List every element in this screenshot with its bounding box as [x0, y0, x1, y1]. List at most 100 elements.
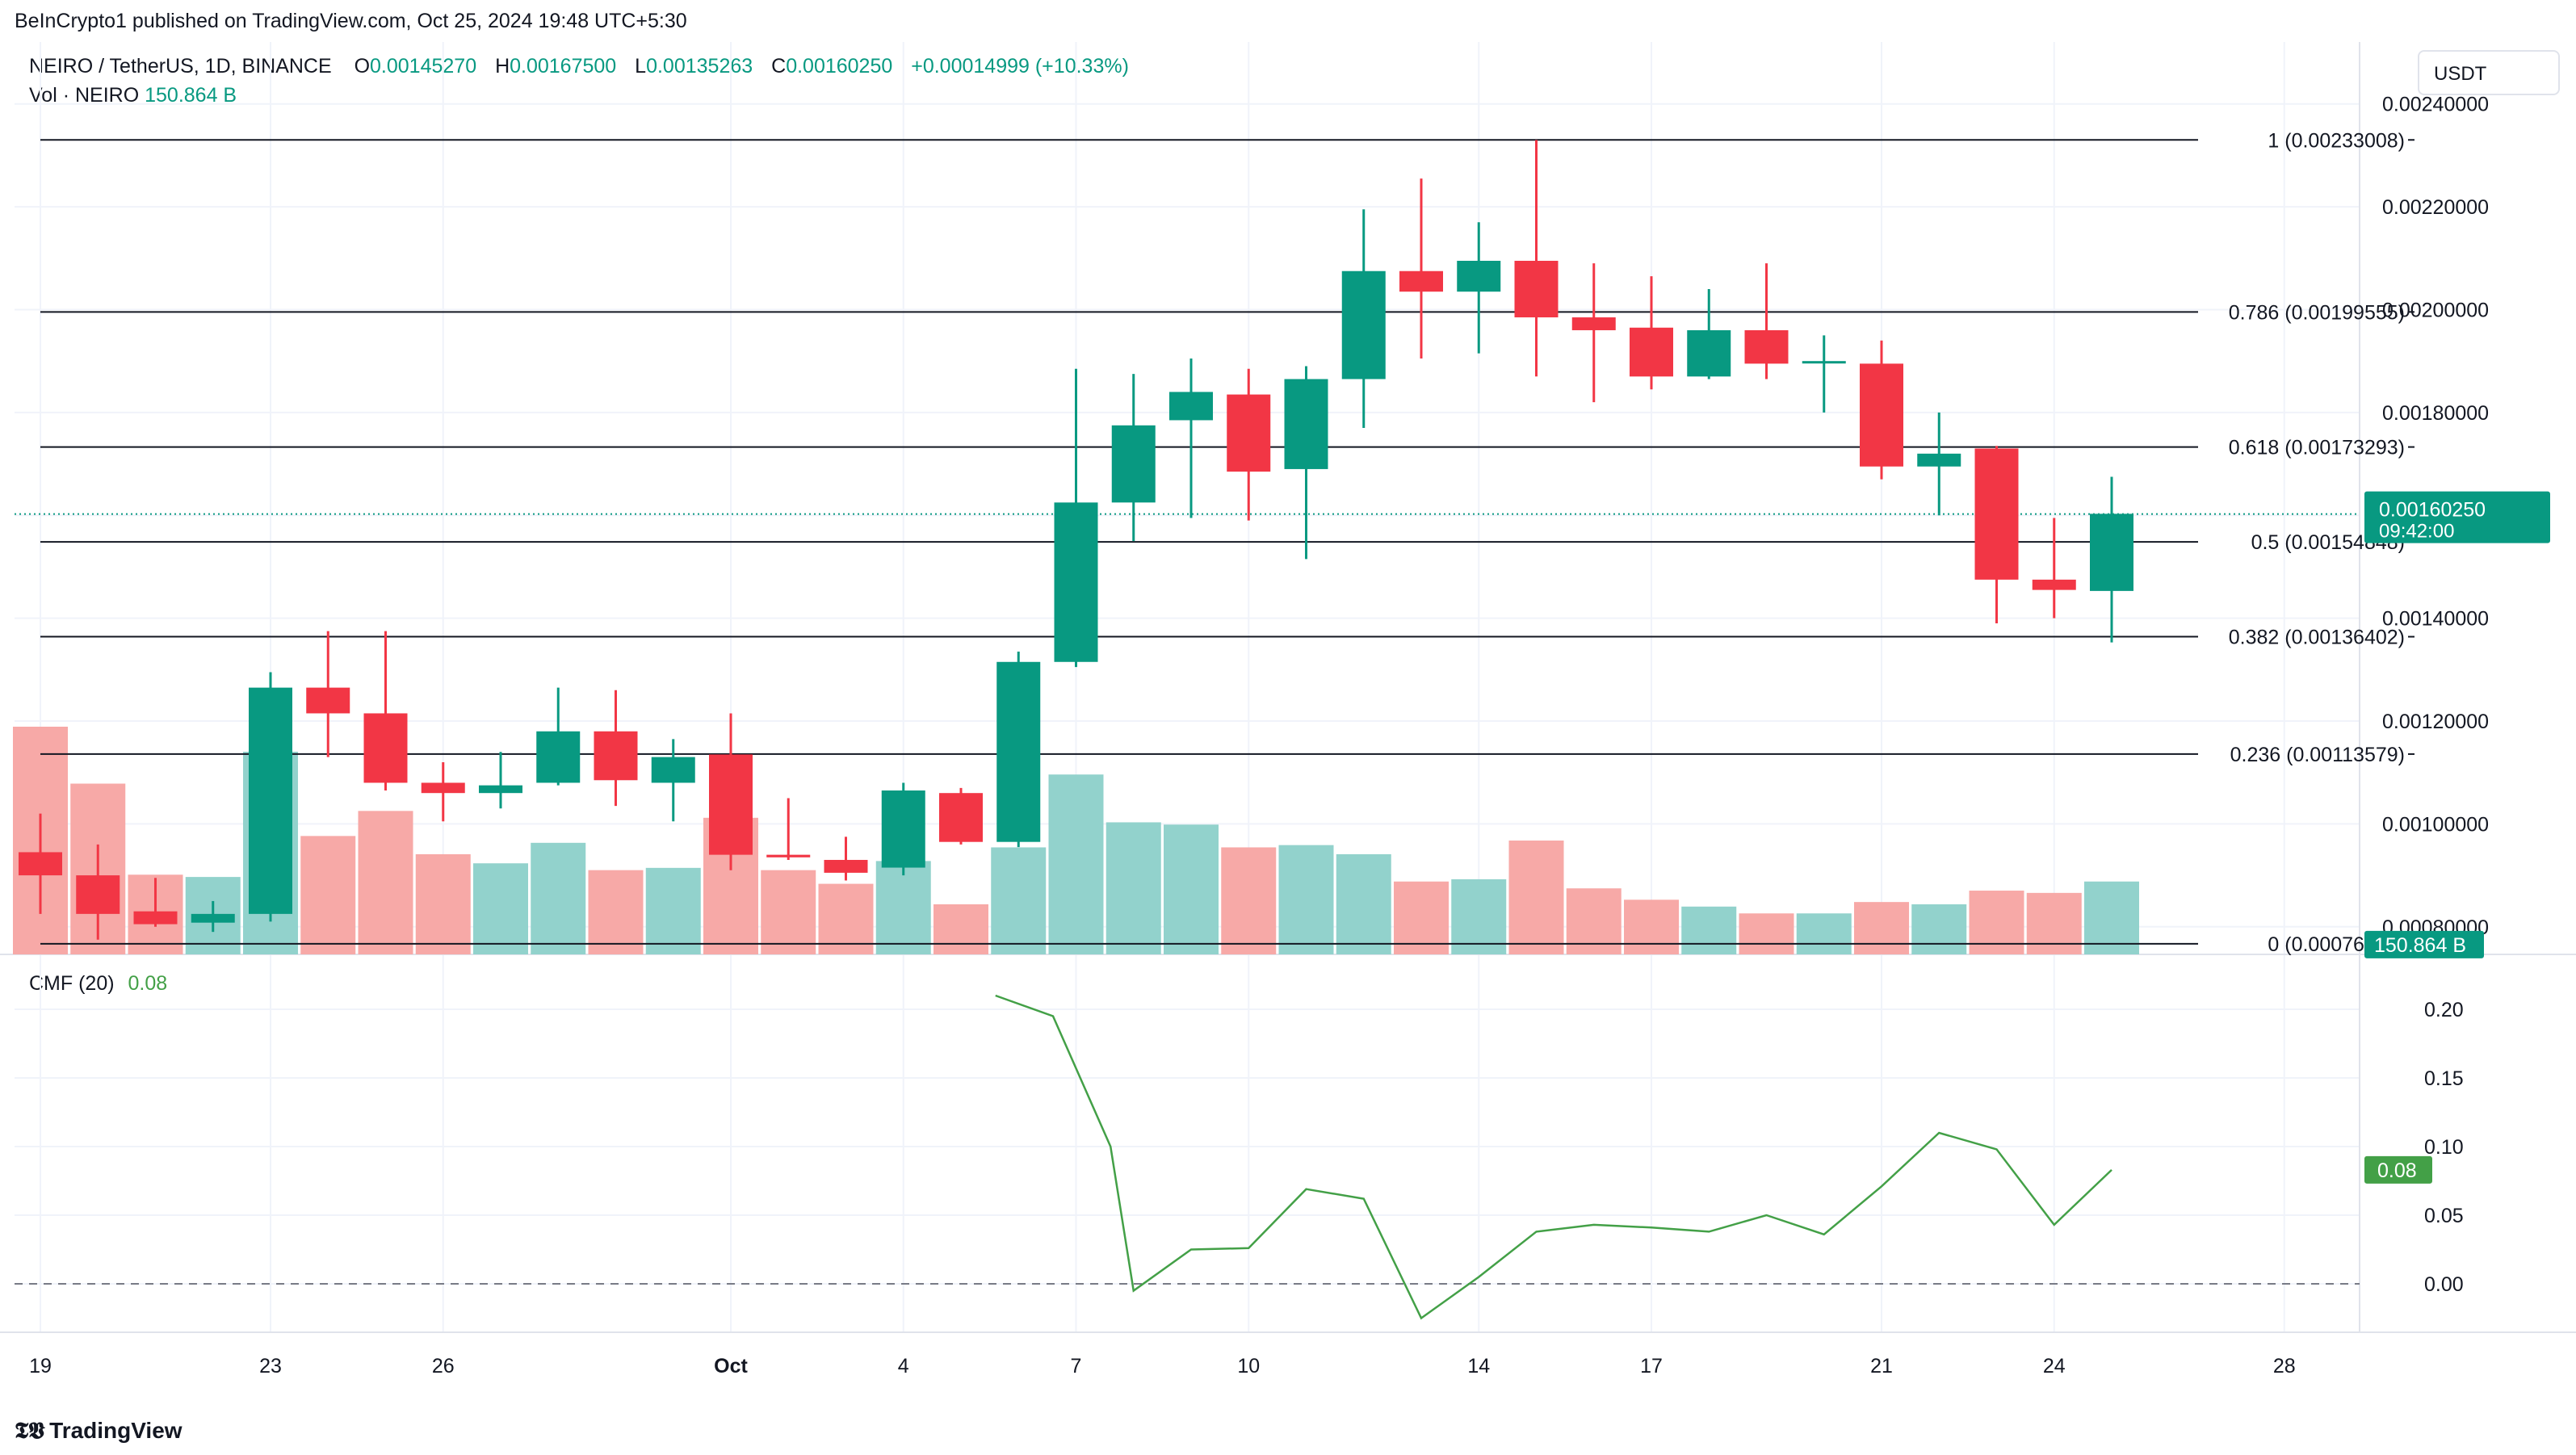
price-tick-label: 0.00180000 — [2382, 402, 2489, 425]
high-value: 0.00167500 — [510, 55, 617, 78]
time-tick-label: 7 — [1071, 1355, 1082, 1377]
candle-body — [1227, 394, 1271, 472]
price-tick-label: 0.00240000 — [2382, 94, 2489, 116]
volume-bar — [991, 847, 1047, 954]
tradingview-mark-icon: 𝕿𝖁 — [15, 1418, 45, 1443]
price-tick-label: 0.00120000 — [2382, 711, 2489, 733]
cmf-tick-label: 0.10 — [2424, 1136, 2464, 1159]
candle-body — [1687, 329, 1731, 377]
cmf-last-tag — [2364, 1155, 2432, 1184]
cmf-tick-label: 0.00 — [2424, 1273, 2464, 1296]
low-value: 0.00135263 — [646, 55, 753, 78]
candle-body — [1630, 327, 1673, 377]
volume-bar — [300, 836, 356, 954]
symbol-name[interactable]: NEIRO / TetherUS, 1D, BINANCE — [29, 55, 332, 78]
time-tick-label: Oct — [714, 1355, 748, 1377]
price-tick-label: 0.00100000 — [2382, 813, 2489, 836]
candle-body — [996, 661, 1041, 842]
cmf-tick-label: 0.15 — [2424, 1067, 2464, 1090]
volume-bar — [588, 870, 644, 954]
volume-bar — [1278, 845, 1334, 954]
candle-body — [1054, 502, 1098, 662]
axis-layer: 0.00240000 0.00220000 0.00200000 0.00180000… — [29, 94, 2550, 1377]
candle-body — [1399, 270, 1443, 292]
symbol-legend: NEIRO / TetherUS, 1D, BINANCE O0.0014527… — [29, 55, 1142, 78]
candle-body — [421, 782, 465, 794]
volume-bar — [1451, 878, 1507, 954]
volume-value: 150.864 B — [145, 84, 237, 107]
cmf-line — [995, 994, 2112, 1320]
tradingview-logo[interactable]: 𝕿𝖁 TradingView — [15, 1418, 183, 1445]
fib-layer: 1 (0.00233008) 0.786 (0.00199555) 0.618 (0… — [15, 129, 2414, 956]
cmf-legend: CMF (20) 0.08 — [29, 972, 167, 996]
current-price-tag — [2364, 491, 2550, 543]
candle-body — [1571, 317, 1616, 330]
volume-bar — [1105, 822, 1161, 954]
close-label: C — [771, 55, 787, 78]
candle-body — [1284, 379, 1328, 469]
volume-bar — [1394, 881, 1449, 954]
volume-bar — [1796, 913, 1852, 954]
volume-bar — [1739, 913, 1794, 954]
low-label: L — [635, 55, 647, 78]
open-value: 0.00145270 — [370, 55, 477, 78]
volume-bar — [1336, 853, 1391, 954]
candle-body — [766, 854, 811, 857]
candle-body — [191, 913, 235, 923]
candle-layer — [19, 140, 2133, 940]
volume-label[interactable]: Vol · NEIRO — [29, 84, 140, 107]
volume-legend: Vol · NEIRO 150.864 B — [29, 84, 237, 107]
candle-body — [824, 859, 868, 873]
candle-body — [133, 911, 178, 925]
candle-body — [1457, 260, 1501, 292]
candle-body — [1341, 270, 1386, 379]
volume-bar — [415, 853, 471, 954]
fib-label: 1 (0.00233008) — [2268, 129, 2405, 152]
candle-body — [1514, 260, 1559, 318]
cmf-layer — [15, 994, 2360, 1320]
candle-body — [594, 731, 638, 781]
volume-bar — [358, 811, 413, 954]
candle-body — [1169, 392, 1213, 421]
candle-body — [2032, 579, 2076, 590]
fib-label: 0.618 (0.00173293) — [2229, 437, 2405, 459]
volume-last-label: 150.864 B — [2374, 934, 2466, 957]
candle-body — [1917, 453, 1961, 467]
candle-body — [2090, 514, 2133, 591]
open-label: O — [354, 55, 371, 78]
volume-bar — [761, 870, 816, 954]
countdown-label: 09:42:00 — [2379, 521, 2454, 543]
candle-body — [1111, 425, 1156, 503]
cmf-tick-label: 0.05 — [2424, 1205, 2464, 1227]
time-tick-label: 17 — [1640, 1355, 1663, 1377]
current-price-label: 0.00160250 — [2379, 499, 2486, 522]
candle-body — [479, 785, 522, 794]
volume-bar — [645, 867, 701, 954]
publisher-line: BeInCrypto1 published on TradingView.com… — [15, 10, 687, 32]
fib-label: 0.786 (0.00199555) — [2229, 301, 2405, 324]
volume-bar — [1681, 906, 1737, 954]
volume-bar — [1854, 902, 1909, 954]
time-tick-label: 4 — [898, 1355, 909, 1377]
cmf-tick-label: 0.20 — [2424, 999, 2464, 1021]
price-tick-label: 0.00220000 — [2382, 196, 2489, 219]
candle-body — [651, 757, 695, 783]
volume-bar — [1164, 824, 1219, 954]
time-tick-label: 23 — [259, 1355, 282, 1377]
volume-bar — [473, 863, 528, 954]
candle-body — [709, 754, 753, 855]
candle-body — [881, 790, 925, 868]
volume-bar — [2026, 892, 2082, 954]
time-tick-label: 24 — [2043, 1355, 2066, 1377]
volume-bar — [1221, 847, 1277, 954]
cmf-last-label: 0.08 — [2377, 1159, 2417, 1182]
currency-selector[interactable]: USDT — [2418, 50, 2560, 95]
candle-body — [76, 875, 120, 914]
close-value: 0.00160250 — [786, 55, 893, 78]
candle-body — [536, 731, 581, 783]
volume-bar — [818, 883, 874, 954]
volume-bar — [531, 842, 586, 954]
cmf-label[interactable]: CMF (20) — [29, 972, 115, 995]
volume-bar — [2084, 881, 2139, 954]
